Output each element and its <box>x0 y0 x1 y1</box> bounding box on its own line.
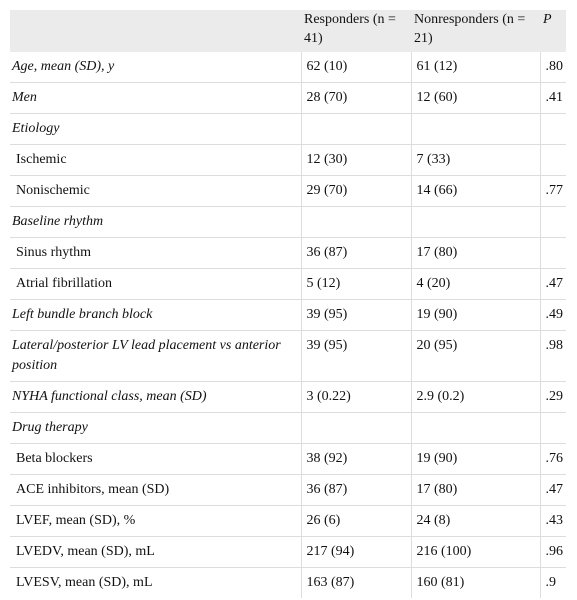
table-row: Ischemic 12 (30) 7 (33) <box>10 144 566 176</box>
row-label: LVEDV, mean (SD), mL <box>10 536 301 568</box>
row-label: Drug therapy <box>10 412 301 444</box>
value-cell: .47 <box>539 474 566 506</box>
value-cell: .41 <box>539 82 566 114</box>
value-cell: 28 (70) <box>300 82 411 114</box>
value-cell: .98 <box>539 330 566 382</box>
value-cell: 62 (10) <box>300 52 411 83</box>
value-cell <box>539 144 566 176</box>
table-row: Atrial fibrillation 5 (12) 4 (20) .47 <box>10 268 566 300</box>
table-row: Beta blockers 38 (92) 19 (90) .76 <box>10 443 566 475</box>
row-label: Ischemic <box>10 144 301 176</box>
value-cell: .43 <box>539 505 566 537</box>
table-row: Age, mean (SD), y 62 (10) 61 (12) .80 <box>10 52 566 83</box>
table-row: NYHA functional class, mean (SD) 3 (0.22)… <box>10 381 566 413</box>
value-cell <box>410 206 540 238</box>
table-row: Men 28 (70) 12 (60) .41 <box>10 82 566 114</box>
table-container: Responders (n = 41) Nonresponders (n = 2… <box>10 10 566 600</box>
table-row: LVEDV, mean (SD), mL 217 (94) 216 (100) .96 <box>10 536 566 568</box>
value-cell: 14 (66) <box>410 175 540 207</box>
header-cell <box>10 10 301 52</box>
table-row: Nonischemic 29 (70) 14 (66) .77 <box>10 175 566 207</box>
row-label: NYHA functional class, mean (SD) <box>10 381 301 413</box>
header-cell: Nonresponders (n = 21) <box>411 10 540 52</box>
value-cell: 4 (20) <box>410 268 540 300</box>
value-cell: 36 (87) <box>300 474 411 506</box>
value-cell: 39 (95) <box>300 299 411 331</box>
row-label: Etiology <box>10 113 301 145</box>
value-cell: 39 (95) <box>300 330 411 382</box>
value-cell: .49 <box>539 299 566 331</box>
table-body: Age, mean (SD), y 62 (10) 61 (12) .80 Men 28 … <box>10 52 566 598</box>
table-row: ACE inhibitors, mean (SD) 36 (87) 17 (80).… <box>10 474 566 506</box>
value-cell: 2.9 (0.2) <box>410 381 540 413</box>
value-cell: 163 (87) <box>300 567 411 598</box>
characteristics-table: Responders (n = 41) Nonresponders (n = 2… <box>10 10 566 598</box>
value-cell <box>539 412 566 444</box>
row-label: Lateral/posterior LV lead placement vs a… <box>10 330 301 382</box>
table-row: Lateral/posterior LV lead placement vs a… <box>10 330 566 382</box>
value-cell: 17 (80) <box>410 237 540 269</box>
value-cell: 61 (12) <box>410 52 540 83</box>
value-cell <box>539 237 566 269</box>
value-cell: 26 (6) <box>300 505 411 537</box>
value-cell: .77 <box>539 175 566 207</box>
value-cell: 7 (33) <box>410 144 540 176</box>
table-row: Sinus rhythm 36 (87) 17 (80) <box>10 237 566 269</box>
row-label: Age, mean (SD), y <box>12 59 115 74</box>
value-cell: 17 (80) <box>410 474 540 506</box>
value-cell: .9 <box>539 567 566 598</box>
value-cell: 217 (94) <box>300 536 411 568</box>
value-cell <box>539 206 566 238</box>
value-cell <box>300 206 411 238</box>
value-cell: .47 <box>539 268 566 300</box>
row-label: Nonischemic <box>10 175 301 207</box>
table-row: Drug therapy <box>10 412 566 444</box>
value-cell <box>300 113 411 145</box>
table-header: Responders (n = 41) Nonresponders (n = 2… <box>10 10 566 52</box>
value-cell <box>410 113 540 145</box>
value-cell: 24 (8) <box>410 505 540 537</box>
value-cell: 5 (12) <box>300 268 411 300</box>
value-cell: 12 (30) <box>300 144 411 176</box>
table-row: Baseline rhythm <box>10 206 566 238</box>
row-label: ACE inhibitors, mean (SD) <box>10 474 301 506</box>
value-cell: 216 (100) <box>410 536 540 568</box>
value-cell: .80 <box>539 52 566 83</box>
row-label: Men <box>10 82 301 114</box>
value-cell: .29 <box>539 381 566 413</box>
value-cell: 12 (60) <box>410 82 540 114</box>
value-cell: 38 (92) <box>300 443 411 475</box>
value-cell: 19 (90) <box>410 443 540 475</box>
table-row: Etiology <box>10 113 566 145</box>
value-cell: 160 (81) <box>410 567 540 598</box>
header-cell: Responders (n = 41) <box>301 10 411 52</box>
row-label: LVESV, mean (SD), mL <box>10 567 301 598</box>
row-label: Atrial fibrillation <box>10 268 301 300</box>
value-cell: 36 (87) <box>300 237 411 269</box>
value-cell: 29 (70) <box>300 175 411 207</box>
table-row: LVEF, mean (SD), % 26 (6) 24 (8) .43 <box>10 505 566 537</box>
header-row: Responders (n = 41) Nonresponders (n = 2… <box>10 10 566 52</box>
row-label: Left bundle branch block <box>10 299 301 331</box>
value-cell <box>539 113 566 145</box>
row-label: LVEF, mean (SD), % <box>10 505 301 537</box>
value-cell: 3 (0.22) <box>300 381 411 413</box>
value-cell: 19 (90) <box>410 299 540 331</box>
row-label: Beta blockers <box>10 443 301 475</box>
row-label: Baseline rhythm <box>10 206 301 238</box>
row-label: Sinus rhythm <box>10 237 301 269</box>
value-cell: 20 (95) <box>410 330 540 382</box>
table-row: LVESV, mean (SD), mL 163 (87) 160 (81) .9 <box>10 567 566 598</box>
header-cell: P <box>540 10 566 52</box>
value-cell: .96 <box>539 536 566 568</box>
value-cell: .76 <box>539 443 566 475</box>
table-row: Left bundle branch block 39 (95) 19 (90) .4… <box>10 299 566 331</box>
value-cell <box>410 412 540 444</box>
value-cell <box>300 412 411 444</box>
